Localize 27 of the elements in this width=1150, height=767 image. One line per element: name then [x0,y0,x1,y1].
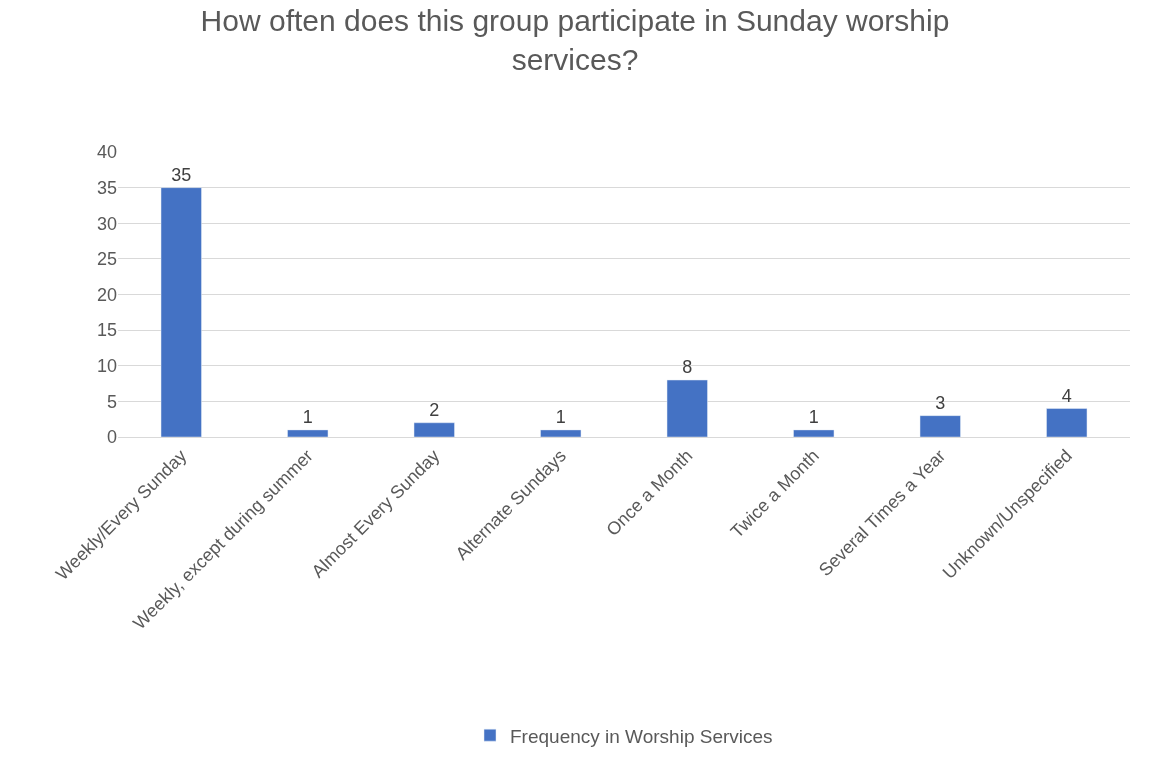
bar [666,379,708,437]
y-tick-label: 30 [96,213,117,234]
data-label: 8 [682,357,693,377]
chart-title: How often does this group participate in Sunday worship services? [200,3,950,76]
y-tick-label: 5 [106,391,117,412]
data-label: 2 [429,399,440,420]
y-tick-label: 15 [96,320,117,341]
bar [540,429,582,437]
data-label: 1 [302,406,313,427]
bar [160,187,202,437]
data-label: 1 [555,406,566,427]
data-label: 1 [808,406,819,427]
bar [287,429,329,437]
legend-label: Frequency in Worship Services [510,725,773,747]
y-tick-label: 0 [106,427,117,448]
data-label: 35 [171,164,192,185]
y-tick-label: 20 [96,284,117,305]
y-tick-label: 25 [96,249,117,270]
bar [919,415,961,437]
data-label: 4 [1061,385,1072,406]
bar [413,422,455,437]
y-tick-label: 35 [96,177,117,198]
y-tick-label: 10 [96,356,117,377]
data-label: 3 [935,392,946,413]
bar [793,429,835,437]
y-tick-label: 40 [96,142,117,163]
bar [1046,408,1088,437]
